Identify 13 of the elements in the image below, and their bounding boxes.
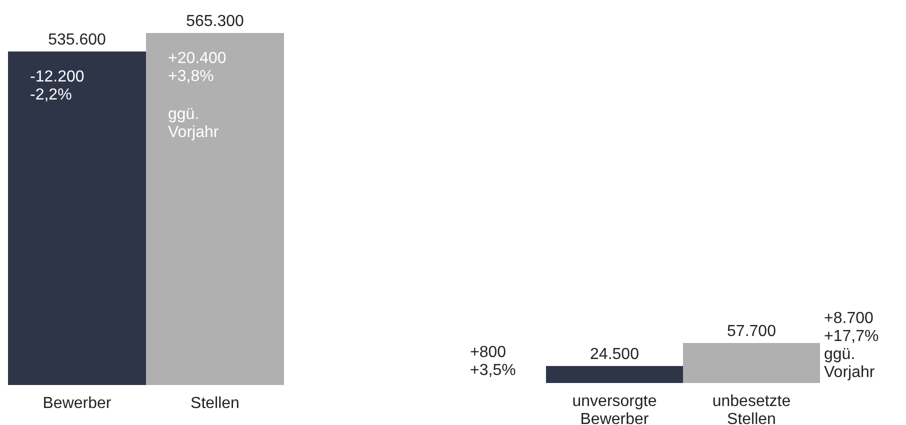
x-tick-label: Bewerber <box>42 395 112 412</box>
text: +800 +3,5% <box>470 344 516 379</box>
data-label: 565.300 <box>186 13 244 30</box>
annotation: -12.200 -2,2% <box>30 68 84 104</box>
data-label: 535.600 <box>48 31 106 48</box>
data-label: 57.700 <box>727 323 776 340</box>
x-tick-label: unbesetzte Stellen <box>712 393 791 425</box>
annotation: +20.400 +3,8% <box>168 50 226 85</box>
x-tick-label: Stellen <box>190 395 240 412</box>
data-label: 24.500 <box>590 346 640 364</box>
annotation: ggü. Vorjahr <box>168 106 220 141</box>
x-tick-label: unversorgte Bewerber <box>572 393 657 425</box>
text: +8.700 +17,7% ggü. Vorjahr <box>824 310 879 381</box>
